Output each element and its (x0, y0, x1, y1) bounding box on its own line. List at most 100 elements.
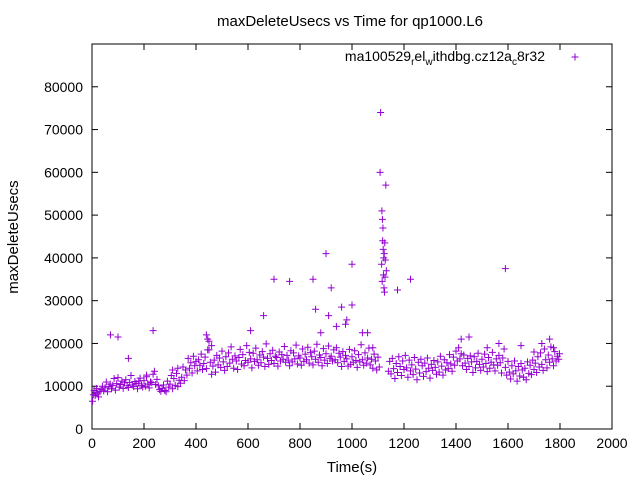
data-point (301, 350, 309, 358)
data-point (205, 346, 213, 354)
data-point (527, 371, 535, 379)
data-point (369, 344, 377, 352)
data-point (457, 335, 465, 343)
data-point (261, 363, 269, 371)
data-point (397, 372, 405, 380)
data-point (217, 363, 225, 371)
data-point (448, 367, 456, 375)
data-point (334, 359, 342, 367)
x-tick-label: 2000 (596, 435, 627, 451)
data-point (292, 341, 300, 349)
data-point (258, 348, 266, 356)
x-tick-label: 400 (184, 435, 208, 451)
chart-title: maxDeleteUsecs vs Time for qp1000.L6 (217, 13, 483, 30)
data-point (204, 335, 212, 343)
data-point (357, 341, 365, 349)
data-point (381, 239, 389, 247)
data-point (539, 366, 547, 374)
data-point (325, 312, 333, 320)
data-point (95, 393, 102, 401)
data-point (335, 349, 343, 357)
data-point (148, 379, 156, 387)
data-point (511, 357, 518, 365)
data-point (160, 381, 167, 389)
data-point (348, 260, 356, 268)
data-point (399, 357, 407, 365)
data-point (461, 359, 469, 367)
data-point (202, 331, 210, 339)
data-point (136, 374, 144, 382)
data-point (278, 351, 286, 359)
data-point (513, 377, 521, 385)
data-point (404, 373, 412, 381)
data-point (299, 345, 307, 353)
data-point (451, 361, 459, 369)
data-point (456, 355, 464, 363)
data-point (187, 359, 195, 367)
data-point (355, 351, 362, 359)
data-point (117, 381, 125, 389)
data-point (124, 354, 132, 362)
y-tick-label: 20000 (44, 335, 83, 351)
data-point (423, 354, 431, 362)
data-point (512, 367, 520, 375)
data-point (381, 288, 388, 296)
data-point (245, 348, 253, 356)
legend-marker (571, 53, 579, 61)
data-point (551, 348, 559, 356)
data-point (135, 377, 143, 385)
data-point (434, 358, 442, 366)
data-point (109, 381, 117, 389)
y-tick-label: 0 (75, 421, 83, 437)
data-point (378, 215, 386, 223)
data-point (439, 371, 447, 379)
x-tick-label: 0 (88, 435, 96, 451)
data-point (412, 365, 420, 373)
data-point (542, 356, 550, 364)
data-point (550, 344, 557, 352)
data-point (269, 346, 277, 354)
data-point (230, 364, 238, 372)
data-point (243, 342, 251, 350)
data-point (369, 364, 377, 372)
data-point (533, 369, 541, 377)
legend-marker-symbol (571, 53, 579, 61)
x-tick-label: 1800 (544, 435, 575, 451)
data-point (352, 357, 360, 365)
y-tick-label: 60000 (44, 164, 83, 180)
data-point (283, 351, 291, 359)
data-point (370, 350, 378, 358)
data-point (89, 397, 97, 405)
data-point (273, 354, 281, 362)
data-point (293, 360, 301, 368)
data-point (455, 344, 463, 352)
data-point (304, 343, 312, 351)
data-points (89, 108, 563, 405)
data-point (166, 380, 174, 388)
data-point (478, 355, 486, 363)
data-point (297, 361, 305, 369)
data-point (280, 342, 288, 350)
data-point (555, 355, 563, 363)
data-point (496, 359, 504, 367)
data-point (465, 363, 473, 371)
y-tick-label: 80000 (44, 79, 83, 95)
data-point (145, 384, 153, 392)
legend: ma100529relwithdbg.cz12ac8r32 (345, 48, 579, 68)
x-tick-label: 600 (236, 435, 260, 451)
data-point (508, 362, 516, 370)
data-point (538, 339, 546, 347)
data-point (317, 354, 325, 362)
data-point (516, 372, 524, 380)
data-point (488, 348, 496, 356)
data-point (550, 362, 557, 370)
data-point (482, 360, 490, 368)
data-point (388, 354, 396, 362)
data-point (319, 345, 327, 353)
data-point (150, 367, 158, 375)
data-point (182, 366, 190, 374)
data-point (378, 260, 386, 268)
data-point (501, 265, 509, 273)
data-point (345, 345, 353, 353)
